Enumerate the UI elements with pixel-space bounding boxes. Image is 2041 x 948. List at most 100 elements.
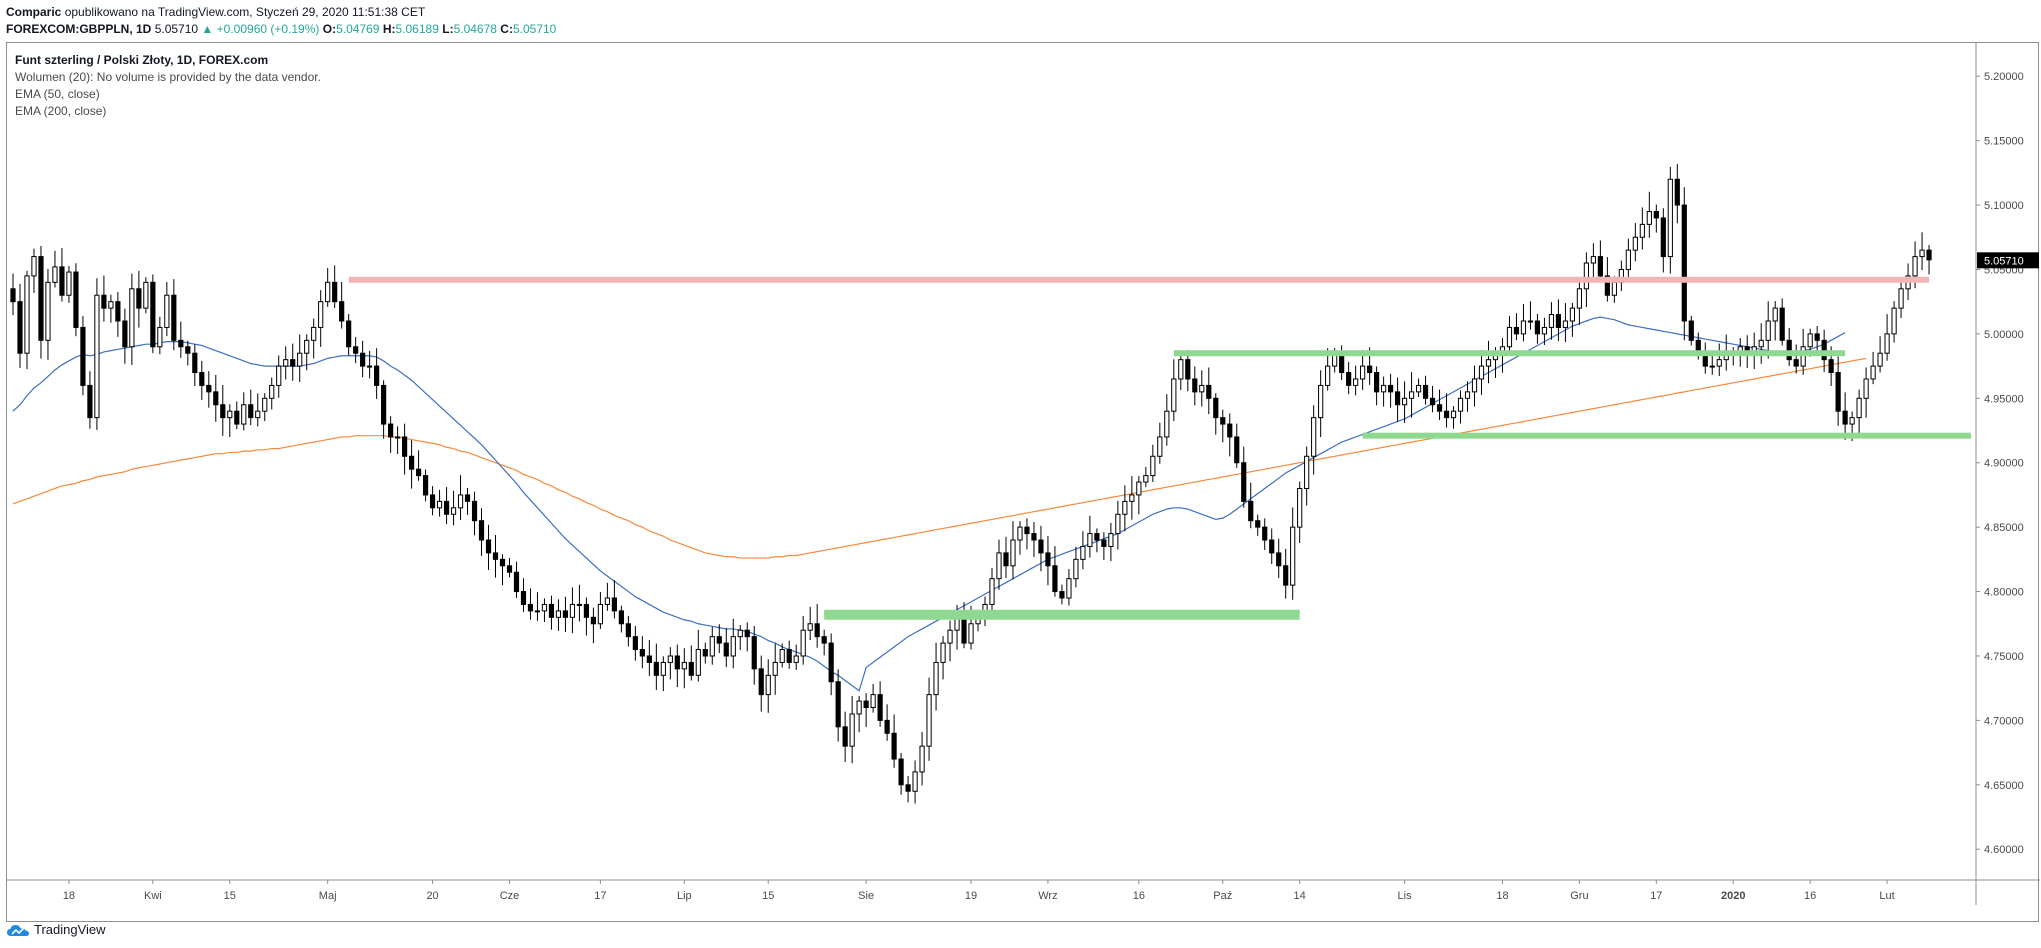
candle-body-down bbox=[814, 623, 820, 638]
candle-body-down bbox=[1842, 410, 1848, 425]
candle-body-up bbox=[318, 301, 324, 328]
candle-body-up bbox=[1178, 359, 1184, 380]
candle-body-up bbox=[737, 629, 743, 638]
candle-body-down bbox=[178, 339, 184, 348]
candle-body-down bbox=[1793, 359, 1799, 367]
candle-body-down bbox=[758, 668, 764, 696]
candle-body-down bbox=[1786, 339, 1792, 361]
time-tick-label: 18 bbox=[63, 890, 75, 902]
candle-body-down bbox=[381, 384, 387, 425]
chart-legend: Funt szterling / Polski Złoty, 1D, FOREX… bbox=[15, 52, 321, 120]
candle-body-down bbox=[1443, 410, 1450, 419]
candle-body-up bbox=[1639, 223, 1645, 238]
time-tick-label: Wrz bbox=[1038, 890, 1057, 902]
candle-body-down bbox=[1220, 417, 1226, 425]
candle-body-down bbox=[653, 661, 659, 676]
candle-body-down bbox=[744, 629, 750, 638]
low-label: L: bbox=[442, 22, 454, 36]
price-tick-label: 5.20000 bbox=[1984, 71, 2024, 83]
candle-body-down bbox=[1185, 359, 1191, 380]
candle-body-down bbox=[1346, 372, 1352, 386]
close-label: C: bbox=[500, 22, 513, 36]
candle-body-up bbox=[772, 661, 778, 676]
time-tick-label: Lip bbox=[677, 890, 692, 902]
low-value: 5.04678 bbox=[453, 22, 497, 36]
candle-body-down bbox=[1059, 591, 1065, 599]
candle-body-up bbox=[1856, 397, 1862, 419]
candle-body-down bbox=[1534, 320, 1541, 335]
candle-body-up bbox=[1150, 455, 1156, 477]
candle-body-up bbox=[1199, 384, 1205, 393]
candle-body-up bbox=[1353, 378, 1359, 386]
candle-body-up bbox=[667, 655, 673, 663]
candle-body-down bbox=[87, 384, 93, 419]
annotation-lines[interactable] bbox=[348, 276, 1971, 620]
candle-body-down bbox=[1213, 397, 1219, 419]
candle-body-up bbox=[947, 629, 953, 644]
symbol-name: FOREXCOM:GBPPLN, 1D bbox=[6, 22, 152, 36]
candle-body-down bbox=[150, 281, 156, 348]
up-arrow-icon: ▲ bbox=[201, 22, 214, 36]
candle-body-up bbox=[1080, 545, 1086, 560]
chart-frame[interactable] bbox=[6, 42, 2039, 922]
candle-body-up bbox=[66, 271, 72, 296]
candle-body-down bbox=[1513, 326, 1520, 335]
candle-body-up bbox=[1115, 513, 1121, 535]
candle-body-up bbox=[1884, 333, 1890, 354]
time-tick-label: Cze bbox=[500, 890, 520, 902]
tradingview-logo[interactable]: TradingView bbox=[6, 922, 106, 937]
ema-200-path bbox=[12, 357, 1867, 559]
candle-body-up bbox=[1408, 391, 1415, 399]
candle-body-down bbox=[1660, 217, 1666, 258]
candle-body-down bbox=[1555, 314, 1562, 328]
candle-body-down bbox=[1241, 462, 1247, 502]
candle-body-down bbox=[73, 271, 79, 328]
candle-body-down bbox=[115, 301, 121, 322]
candle-body-up bbox=[1898, 288, 1904, 309]
price-axis[interactable]: 4.60000 4.65000 4.70000 4.75000 4.80000 4.850… bbox=[1975, 42, 2039, 905]
time-tick-label: Sie bbox=[858, 890, 874, 902]
candle-body-down bbox=[583, 603, 590, 618]
candle-body-up bbox=[52, 266, 58, 283]
price-tick-label: 4.90000 bbox=[1984, 458, 2024, 470]
candle-body-up bbox=[129, 288, 135, 348]
candle-body-down bbox=[1814, 333, 1820, 341]
candle-body-down bbox=[674, 655, 680, 670]
candle-body-down bbox=[185, 346, 191, 354]
candle-body-up bbox=[940, 642, 946, 663]
candle-body-down bbox=[1779, 307, 1785, 341]
time-tick-label: 2020 bbox=[1721, 890, 1745, 902]
candle-body-down bbox=[478, 520, 485, 541]
time-tick-label: 18 bbox=[1496, 890, 1508, 902]
candle-body-up bbox=[1066, 578, 1072, 599]
last-price-label: 5.05710 bbox=[1984, 255, 2024, 267]
candle-body-up bbox=[1017, 526, 1023, 541]
candle-body-up bbox=[164, 294, 170, 328]
candle-body-up bbox=[604, 597, 610, 605]
candle-body-down bbox=[1094, 533, 1100, 541]
price-tick-label: 4.60000 bbox=[1984, 844, 2024, 856]
candle-body-down bbox=[122, 320, 128, 348]
candle-body-up bbox=[450, 507, 457, 515]
candle-body-up bbox=[1667, 178, 1673, 258]
price-chart[interactable]: 4.60000 4.65000 4.70000 4.75000 4.80000 4.850… bbox=[0, 0, 2041, 922]
candle-body-up bbox=[1625, 249, 1631, 270]
candle-body-down bbox=[1248, 500, 1254, 522]
candle-body-up bbox=[1758, 339, 1764, 348]
price-tick-label: 5.10000 bbox=[1984, 200, 2024, 212]
candle-body-down bbox=[1926, 249, 1932, 261]
candle-body-up bbox=[681, 661, 687, 670]
candle-body-up bbox=[1157, 436, 1163, 457]
time-axis[interactable]: 18 Kwi 15 Maj 20 Cze 17 Lip 15 Sie 19 Wrz 16 Paź 14 Lis… bbox=[7, 879, 2040, 902]
candle-body-up bbox=[1562, 320, 1569, 328]
candle-body-up bbox=[1401, 397, 1408, 406]
candle-body-up bbox=[779, 649, 785, 663]
candle-body-down bbox=[1206, 384, 1212, 399]
candle-body-up bbox=[989, 578, 995, 605]
price-tick-label: 4.95000 bbox=[1984, 393, 2024, 405]
candle-body-up bbox=[283, 359, 289, 367]
candle-body-up bbox=[1569, 307, 1576, 322]
candle-body-up bbox=[297, 352, 303, 367]
time-tick-label: 16 bbox=[1133, 890, 1145, 902]
time-tick-label: Lut bbox=[1879, 890, 1894, 902]
